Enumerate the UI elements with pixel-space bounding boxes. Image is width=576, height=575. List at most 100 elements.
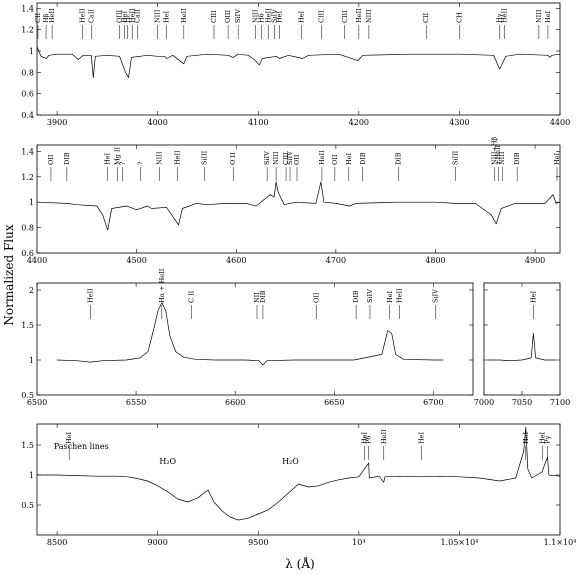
panel-note: H₂O [282,457,299,466]
line-label: CH [455,12,463,23]
line-label: SiIV [366,289,374,303]
line-label: OII [47,154,55,165]
line-label: HeII [78,8,86,23]
line-label: HeI [544,10,552,23]
y-tick-label: 1.4 [21,147,34,156]
line-label: SiIII [451,150,459,165]
line-label: DIB [395,152,403,165]
line-label: Hγ [496,13,504,23]
line-label: CII [422,12,430,23]
x-tick-label: 7050 [512,398,532,407]
x-tick-label: 9500 [248,538,268,547]
line-label: HeI [345,152,353,165]
line-label: HeI [121,10,129,23]
x-tick-label: 4800 [425,256,445,265]
line-label: Hβ [42,13,50,23]
line-label: NIII [156,151,164,165]
y-tick-label: 1.4 [21,4,34,13]
x-tick-label: 4600 [226,256,246,265]
line-label: HeI [522,431,530,444]
line-label: OIII [224,10,232,23]
line-label: NIII [365,9,373,23]
line-label: HeI [298,10,306,23]
panel-frame [483,282,561,396]
line-label: HeII [48,8,56,23]
y-tick-label: 0.8 [21,68,34,77]
y-tick-label: 1 [29,47,34,56]
panel-frame [36,423,561,536]
x-tick-label: 6550 [126,398,146,407]
x-axis-label: λ (Å) [285,556,314,571]
line-label: NII [253,292,261,303]
y-axis-label: Normalized Flux [2,224,16,325]
line-label: NIII [154,9,162,23]
x-tick-label: 7000 [474,398,494,407]
line-label: HeI [360,431,368,444]
line-label: HeII [501,8,509,23]
x-tick-label: 6600 [225,398,245,407]
line-label: HeII [87,288,95,303]
y-tick-label: 1 [29,471,34,480]
line-label: ? [137,161,145,165]
x-tick-label: 3900 [47,118,67,127]
line-label: HeI [538,431,546,444]
y-tick-label: 0.4 [21,111,34,120]
line-label: Mg II [114,147,122,165]
line-label: CIII [318,10,326,23]
y-tick-label: 1 [29,198,34,207]
y-tick-label: 1.2 [21,173,34,182]
line-label: DIB [513,152,521,165]
line-label: Pγ [544,436,552,444]
y-tick-label: 0.5 [21,501,34,510]
line-label: DIB [359,152,367,165]
line-label: SiIII [200,150,208,165]
line-label: HeII [318,150,326,165]
line-label: HeI [104,152,112,165]
line-label: Hα + HeII [158,268,166,303]
line-label: O II [229,152,237,165]
line-label: HeI [65,431,73,444]
line-label: CaII [134,9,142,23]
x-tick-label: 4900 [525,256,545,265]
y-tick-label: 1 [29,356,34,365]
line-label: NIII [498,151,506,165]
line-label: HeII [264,8,272,23]
panel-p1: 3900 4000 4100 4200 4300 4400 0.4 0.6 0.8 1 1.2 1.4… [21,2,570,127]
line-label: C II [188,290,196,303]
y-tick-label: 0.8 [21,224,34,233]
x-tick-label: 7100 [550,398,570,407]
line-label: HeII [173,150,181,165]
panel-frame [36,282,474,396]
line-label: NIII+Hβ [490,136,498,165]
line-label: HeI [275,10,283,23]
x-tick-label: 6500 [27,398,47,407]
x-tick-label: 1.1×10⁴ [544,538,576,547]
line-label: DIB [352,290,360,303]
line-label: HeII [129,8,137,23]
panel-note: Paschen lines [54,442,109,451]
line-label: Hδ [257,13,265,23]
line-label: NIII [535,9,543,23]
line-label: OII [331,154,339,165]
line-label: DIB [259,290,267,303]
panel-p3: 6500 6550 6600 6650 6700 0.5 1 1.5 2 HeII Hα + HeI… [21,268,474,407]
y-tick-label: 1.2 [21,26,34,35]
panels-group: 3900 4000 4100 4200 4300 4400 0.4 0.6 0.8 1 1.2 1.4… [21,2,576,547]
line-label: SiIV [263,151,271,165]
line-label: HeII [355,8,363,23]
x-tick-label: 6700 [423,398,443,407]
x-tick-label: 10⁴ [352,538,365,547]
spectrum-line [36,181,561,231]
line-label: Hε [124,13,132,23]
line-label: NIII [251,9,259,23]
line-label: CII [34,12,42,23]
x-tick-label: 6650 [324,398,344,407]
spectrum-line [487,333,557,362]
panel-frame [36,2,561,116]
line-label: ? [119,161,127,165]
panel-note: H₂O [159,457,176,466]
x-tick-label: 8500 [47,538,67,547]
line-label: OIII [115,10,123,23]
spectrum-line [37,426,561,521]
line-label: CIII [282,152,290,165]
